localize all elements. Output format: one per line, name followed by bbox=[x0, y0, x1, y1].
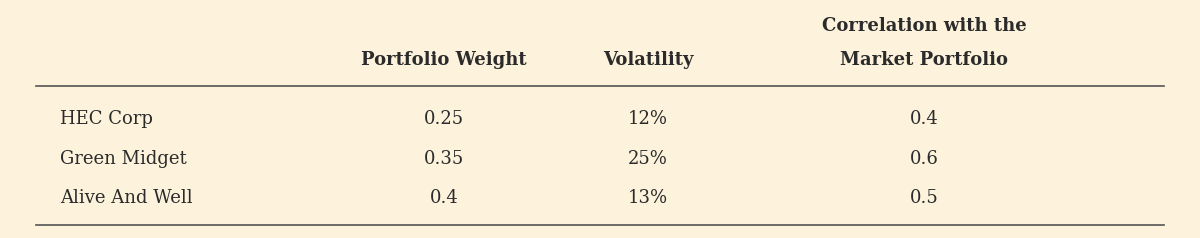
Text: Correlation with the: Correlation with the bbox=[822, 16, 1026, 35]
Text: HEC Corp: HEC Corp bbox=[60, 110, 152, 128]
Text: 0.25: 0.25 bbox=[424, 110, 464, 128]
Text: Green Midget: Green Midget bbox=[60, 150, 187, 168]
Text: 0.4: 0.4 bbox=[430, 189, 458, 207]
Text: 12%: 12% bbox=[628, 110, 668, 128]
Text: Volatility: Volatility bbox=[602, 50, 694, 69]
Text: 0.5: 0.5 bbox=[910, 189, 938, 207]
Text: 0.6: 0.6 bbox=[910, 150, 938, 168]
Text: 13%: 13% bbox=[628, 189, 668, 207]
Text: 25%: 25% bbox=[628, 150, 668, 168]
Text: Portfolio Weight: Portfolio Weight bbox=[361, 50, 527, 69]
Text: Market Portfolio: Market Portfolio bbox=[840, 50, 1008, 69]
Text: 0.4: 0.4 bbox=[910, 110, 938, 128]
Text: Alive And Well: Alive And Well bbox=[60, 189, 193, 207]
Text: 0.35: 0.35 bbox=[424, 150, 464, 168]
